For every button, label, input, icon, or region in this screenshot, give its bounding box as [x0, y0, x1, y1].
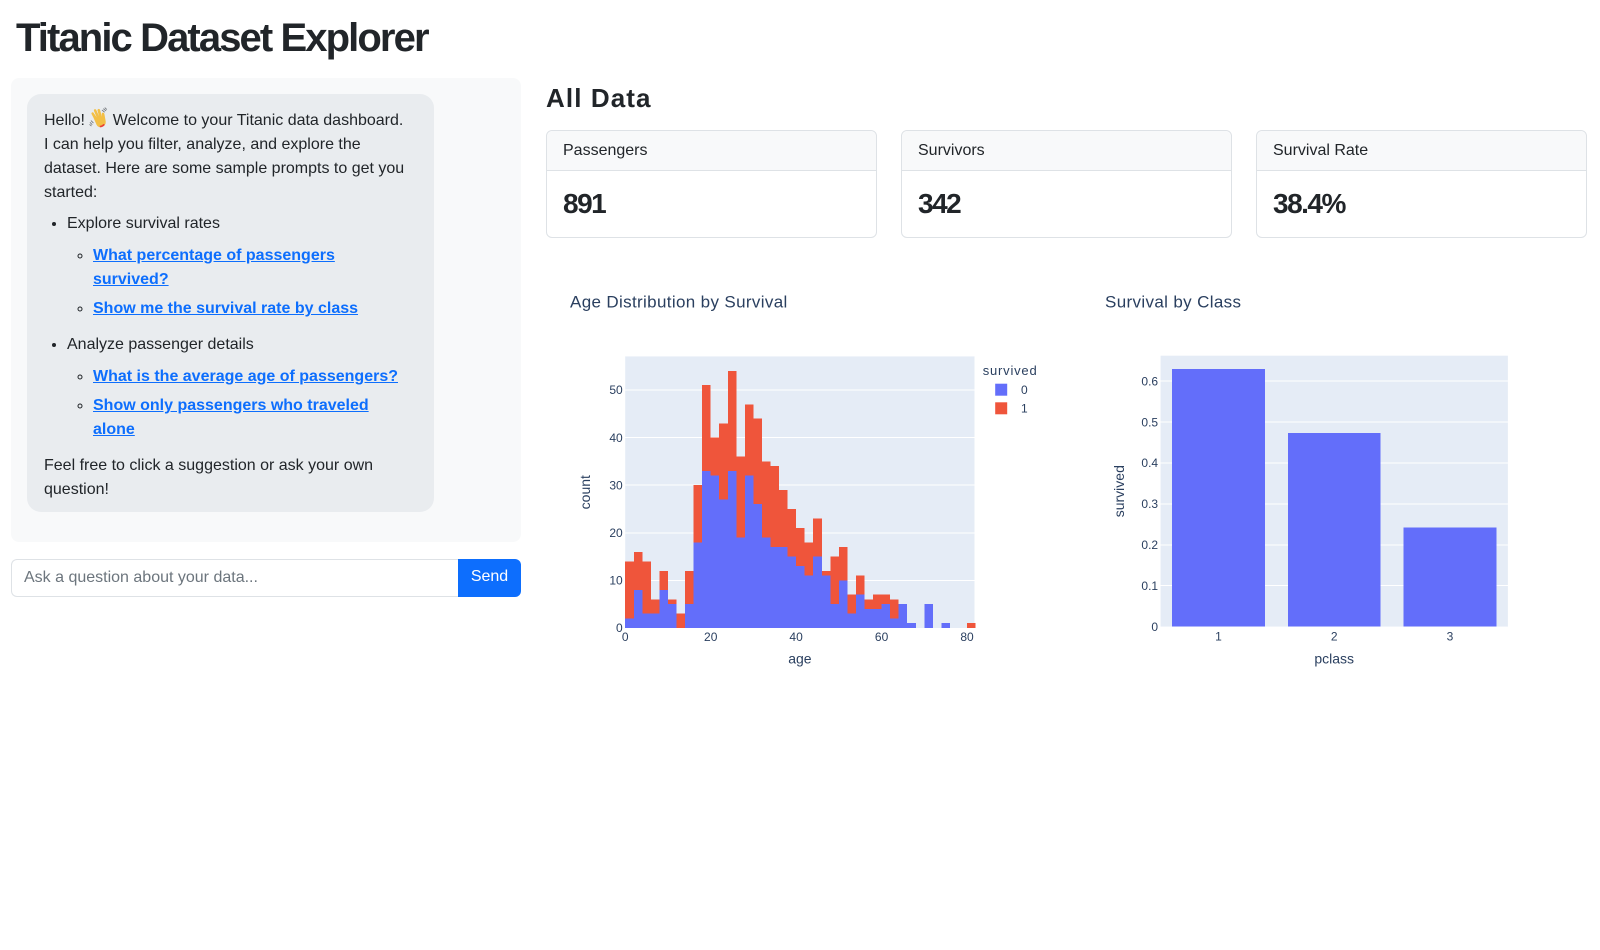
- svg-text:10: 10: [609, 574, 623, 588]
- svg-text:2: 2: [1331, 630, 1338, 644]
- svg-text:survived: survived: [983, 363, 1038, 378]
- svg-text:40: 40: [789, 630, 803, 644]
- svg-text:age: age: [788, 651, 812, 667]
- svg-text:20: 20: [609, 526, 623, 540]
- svg-text:0.6: 0.6: [1141, 374, 1158, 388]
- svg-text:survived: survived: [1111, 465, 1127, 517]
- svg-text:pclass: pclass: [1314, 651, 1354, 667]
- svg-text:0: 0: [1021, 383, 1028, 397]
- svg-text:30: 30: [609, 478, 623, 492]
- svg-text:0.1: 0.1: [1141, 579, 1158, 593]
- svg-text:0.5: 0.5: [1141, 415, 1158, 429]
- svg-text:Age Distribution by Survival: Age Distribution by Survival: [570, 293, 788, 312]
- svg-text:0: 0: [622, 630, 629, 644]
- svg-text:40: 40: [609, 431, 623, 445]
- svg-text:count: count: [577, 475, 593, 509]
- svg-text:20: 20: [704, 630, 718, 644]
- svg-text:3: 3: [1447, 630, 1454, 644]
- svg-text:Survival by Class: Survival by Class: [1105, 293, 1241, 312]
- svg-text:1: 1: [1215, 630, 1222, 644]
- svg-text:1: 1: [1021, 402, 1028, 416]
- svg-text:0.3: 0.3: [1141, 497, 1158, 511]
- svg-text:0: 0: [1151, 620, 1158, 634]
- svg-text:80: 80: [960, 630, 974, 644]
- svg-text:0.4: 0.4: [1141, 456, 1158, 470]
- svg-text:60: 60: [875, 630, 889, 644]
- svg-text:0: 0: [616, 621, 623, 635]
- svg-text:0.2: 0.2: [1141, 538, 1158, 552]
- svg-text:50: 50: [609, 383, 623, 397]
